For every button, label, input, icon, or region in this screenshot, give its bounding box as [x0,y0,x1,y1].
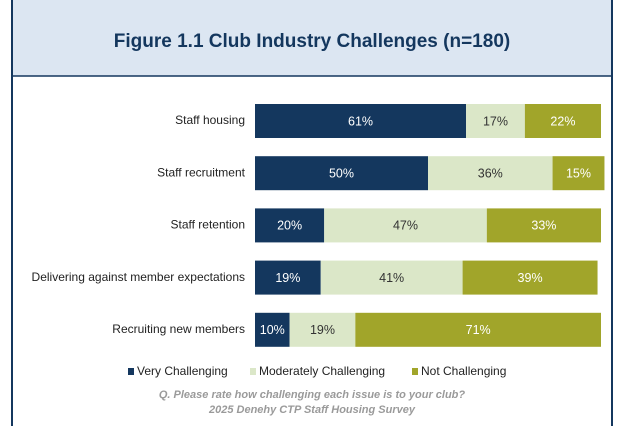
legend-swatch [412,368,418,375]
bar-segment [466,104,525,138]
legend-label: Moderately Challenging [259,364,385,378]
category-label: Staff recruitment [157,165,245,179]
bar-segment [462,260,598,295]
bar-segment [486,208,601,243]
value-label: 36% [478,166,503,180]
value-label: 50% [329,166,354,180]
value-label: 71% [466,323,491,337]
category-label: Staff housing [175,113,245,127]
bar-segment [428,156,553,191]
value-label: 39% [518,271,543,285]
value-label: 19% [275,271,300,285]
footnote: 2025 Denehy CTP Staff Housing Survey [208,404,416,416]
value-label: 10% [260,323,285,337]
value-label: 61% [348,114,373,128]
value-label: 47% [393,219,418,233]
legend-swatch [250,368,256,375]
bar-segment [255,260,321,295]
category-label: Recruiting new members [112,322,245,336]
value-label: 41% [379,271,404,285]
value-label: 15% [566,166,591,180]
legend-swatch [128,368,134,375]
bar-segment [324,208,487,243]
bar-segment [255,156,428,191]
value-label: 22% [550,114,575,128]
bar-segment [255,312,290,347]
header-band [12,0,612,76]
bar-segment [289,312,356,347]
bar-segment [255,208,325,243]
category-label: Delivering against member expectations [32,270,245,284]
value-label: 20% [277,219,302,233]
footnote: Q. Please rate how challenging each issu… [159,389,466,401]
legend-label: Very Challenging [137,364,228,378]
value-label: 33% [531,219,556,233]
bar-segment [255,104,467,138]
legend-label: Not Challenging [421,364,506,378]
category-label: Staff retention [171,218,246,232]
value-label: 19% [310,323,335,337]
chart-title: Figure 1.1 Club Industry Challenges (n=1… [114,31,510,52]
bar-segment [524,104,601,138]
value-label: 17% [483,114,508,128]
bar-segment [355,312,601,347]
bar-segment [320,260,463,295]
bar-segment [552,156,605,191]
